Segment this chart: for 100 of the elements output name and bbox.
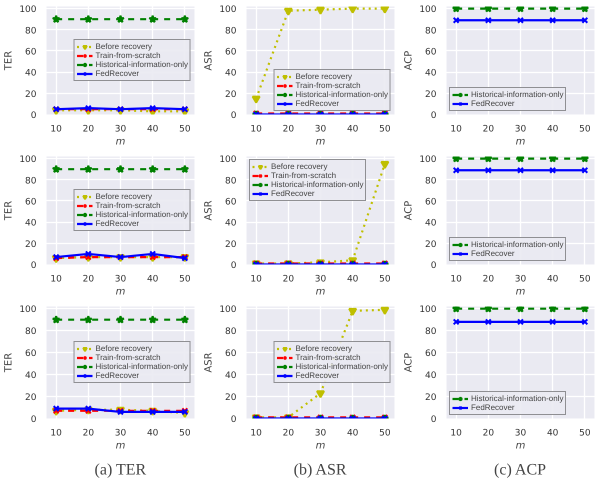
y-tick-label: 60 [25,197,37,208]
legend-label: FedRecover [96,371,140,380]
y-tick-label: 40 [225,218,237,229]
y-tick-label: 20 [425,393,437,404]
y-tick-label: 100 [219,5,237,16]
y-axis-title: ACP [403,200,414,220]
x-tick-label: 40 [346,124,359,134]
y-tick-label: 80 [225,327,237,338]
x-tick-label: 10 [450,428,462,438]
y-tick-label: 80 [25,26,37,36]
y-tick-label: 100 [419,5,437,16]
x-tick-label: 10 [250,124,262,134]
x-tick-label: 10 [250,274,262,284]
x-tick-label: 10 [450,274,462,284]
y-tick-label: 60 [425,349,437,360]
y-tick-label: 60 [425,197,437,208]
legend-label: FedRecover [296,371,340,380]
x-tick-label: 40 [146,124,159,134]
y-tick-label: 80 [25,176,37,186]
y-tick-label: 100 [19,305,37,316]
legend-label: Historical-information-only [471,394,564,403]
y-axis-title: ACP [403,352,414,372]
legend-label: FedRecover [96,69,140,78]
x-tick-label: 40 [146,274,159,284]
x-tick-label: 30 [114,428,126,438]
legend-label: Historical-information-only [296,362,388,371]
y-tick-label: 60 [25,47,37,58]
y-tick-label: 80 [225,176,237,186]
x-tick-label: 40 [546,124,559,134]
y-tick-label: 100 [219,305,237,316]
y-axis-title: TER [3,352,14,374]
y-axis-title: ASR [203,200,214,221]
x-tick-label: 10 [50,428,62,438]
x-axis-title: m [516,286,526,298]
x-tick-label: 10 [50,124,62,134]
legend-label: FedRecover [296,99,340,108]
x-tick-label: 10 [50,274,62,284]
x-tick-label: 50 [379,274,391,284]
x-tick-label: 30 [314,428,326,438]
x-axis-title: m [116,440,126,452]
x-tick-label: 10 [250,428,262,438]
y-axis-title: TER [3,50,14,72]
y-tick-label: 80 [25,327,37,338]
x-tick-label: 40 [346,428,359,438]
y-tick-label: 0 [230,415,237,425]
y-tick-label: 0 [230,261,237,271]
legend-label: Train-from-scratch [96,51,161,60]
y-tick-label: 40 [425,68,437,79]
x-tick-label: 10 [450,124,462,134]
y-tick-label: 0 [30,111,37,121]
y-axis-title: TER [3,200,14,222]
legend-label: Train-from-scratch [296,353,361,362]
y-tick-label: 100 [219,155,237,166]
y-tick-label: 0 [30,415,37,425]
y-tick-label: 20 [425,240,437,250]
legend-label: Train-from-scratch [271,171,336,180]
legend-label: FedRecover [96,219,140,228]
x-tick-label: 40 [546,274,559,284]
legend-label: Train-from-scratch [96,353,161,362]
legend-label: Historical-information-only [96,60,188,69]
y-tick-label: 40 [225,371,237,382]
legend-label: Train-from-scratch [96,201,161,210]
text: (b) ASR [294,462,347,478]
legend-label: Historical-information-only [296,90,388,99]
y-tick-label: 0 [430,261,437,271]
y-tick-label: 60 [225,197,237,208]
x-tick-label: 20 [482,428,494,438]
y-tick-label: 100 [419,305,437,316]
legend-label: Train-from-scratch [296,81,361,90]
x-axis-title: m [516,136,526,148]
y-tick-label: 20 [25,90,37,100]
y-tick-label: 60 [25,349,37,360]
y-axis-title: ASR [203,352,214,373]
legend-label: Historical-information-only [96,362,188,371]
y-tick-label: 0 [430,415,437,425]
y-tick-label: 40 [25,218,37,229]
y-axis-title: ACP [403,50,414,70]
y-tick-label: 100 [19,155,37,166]
x-tick-label: 30 [114,274,126,284]
x-tick-label: 20 [282,428,294,438]
y-tick-label: 0 [430,111,437,121]
y-tick-label: 80 [425,26,437,36]
y-tick-label: 20 [25,393,37,404]
y-tick-label: 40 [25,371,37,382]
legend-label: Historical-information-only [471,90,564,99]
y-tick-label: 20 [425,90,437,100]
x-tick-label: 20 [482,124,494,134]
x-tick-label: 50 [379,124,391,134]
legend-label: Before recovery [296,72,352,81]
x-tick-label: 40 [346,274,359,284]
legend-label: Before recovery [271,162,328,171]
x-tick-label: 20 [82,428,94,438]
legend-label: FedRecover [471,249,515,258]
x-tick-label: 50 [179,274,191,284]
legend-label: Before recovery [96,344,152,353]
text: (a) TER [94,462,147,478]
x-tick-label: 40 [546,428,559,438]
legend-label: Historical-information-only [96,210,188,219]
y-tick-label: 60 [425,47,437,58]
legend-label: Historical-information-only [471,240,564,249]
